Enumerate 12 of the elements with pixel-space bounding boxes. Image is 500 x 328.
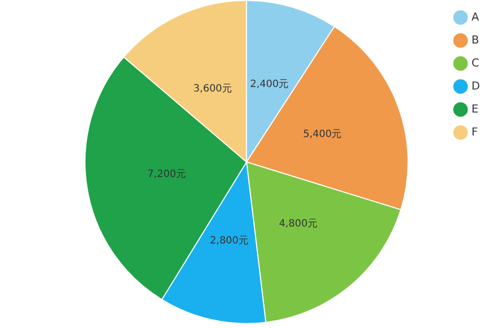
data-label: 3,600元 <box>193 83 232 94</box>
legend-label: C <box>472 56 480 70</box>
data-label: 2,800元 <box>210 235 249 246</box>
data-label: 4,800元 <box>278 218 318 230</box>
legend-label: B <box>472 33 480 46</box>
data-label: 7,200元 <box>147 169 186 180</box>
data-label: 2,400元 <box>250 79 289 90</box>
data-label: 5,400元 <box>303 129 342 140</box>
legend-label: A <box>472 10 480 24</box>
legend-label: F <box>472 125 478 138</box>
legend-label: E <box>472 102 479 116</box>
legend-label: D <box>472 79 480 92</box>
